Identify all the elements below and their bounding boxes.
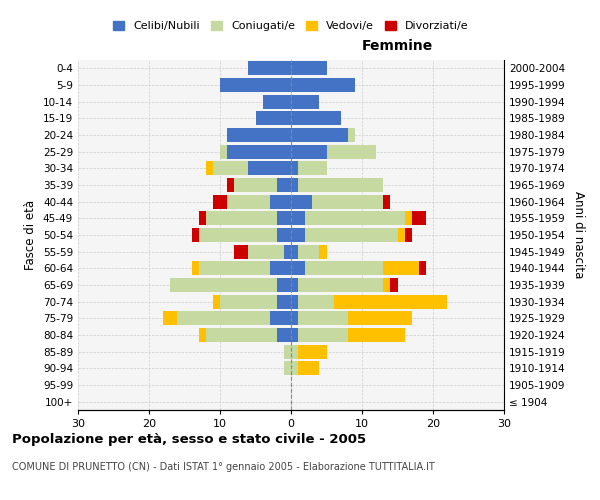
Bar: [206, 328, 277, 342]
Bar: [227, 194, 270, 209]
Bar: [291, 78, 355, 92]
Bar: [291, 244, 298, 259]
Bar: [291, 112, 341, 126]
Bar: [319, 244, 326, 259]
Bar: [291, 261, 305, 276]
Bar: [298, 311, 348, 326]
Bar: [412, 211, 426, 226]
Bar: [291, 194, 313, 209]
Bar: [199, 211, 206, 226]
Bar: [298, 178, 383, 192]
Bar: [305, 228, 398, 242]
Legend: Celibi/Nubili, Coniugati/e, Vedovi/e, Divorziati/e: Celibi/Nubili, Coniugati/e, Vedovi/e, Di…: [109, 16, 473, 36]
Bar: [213, 161, 248, 176]
Bar: [291, 294, 298, 308]
Bar: [284, 244, 291, 259]
Bar: [291, 311, 298, 326]
Bar: [291, 228, 305, 242]
Bar: [298, 161, 326, 176]
Bar: [234, 178, 277, 192]
Bar: [398, 228, 404, 242]
Bar: [284, 344, 291, 358]
Bar: [220, 144, 227, 159]
Bar: [227, 144, 291, 159]
Bar: [248, 161, 291, 176]
Bar: [404, 211, 412, 226]
Bar: [291, 94, 319, 109]
Bar: [291, 178, 298, 192]
Bar: [291, 344, 298, 358]
Bar: [291, 278, 298, 292]
Bar: [227, 128, 291, 142]
Bar: [313, 194, 383, 209]
Bar: [277, 178, 291, 192]
Y-axis label: Fasce di età: Fasce di età: [25, 200, 37, 270]
Bar: [298, 294, 334, 308]
Y-axis label: Anni di nascita: Anni di nascita: [572, 192, 585, 278]
Bar: [298, 244, 319, 259]
Text: Femmine: Femmine: [362, 39, 433, 53]
Bar: [170, 278, 277, 292]
Bar: [419, 261, 426, 276]
Bar: [291, 61, 326, 76]
Bar: [213, 294, 220, 308]
Bar: [248, 244, 284, 259]
Bar: [206, 161, 213, 176]
Bar: [334, 294, 447, 308]
Bar: [234, 244, 248, 259]
Bar: [298, 344, 326, 358]
Bar: [213, 194, 227, 209]
Bar: [191, 261, 199, 276]
Bar: [383, 194, 391, 209]
Bar: [298, 278, 383, 292]
Bar: [404, 228, 412, 242]
Bar: [291, 328, 298, 342]
Bar: [270, 261, 291, 276]
Bar: [220, 294, 277, 308]
Bar: [277, 278, 291, 292]
Bar: [284, 361, 291, 376]
Bar: [277, 294, 291, 308]
Bar: [348, 128, 355, 142]
Bar: [270, 194, 291, 209]
Bar: [199, 228, 277, 242]
Bar: [291, 128, 348, 142]
Text: Popolazione per età, sesso e stato civile - 2005: Popolazione per età, sesso e stato civil…: [12, 432, 366, 446]
Bar: [391, 278, 398, 292]
Bar: [199, 328, 206, 342]
Bar: [178, 311, 270, 326]
Bar: [248, 61, 291, 76]
Bar: [270, 311, 291, 326]
Bar: [263, 94, 291, 109]
Bar: [220, 78, 291, 92]
Bar: [277, 211, 291, 226]
Bar: [277, 228, 291, 242]
Bar: [291, 211, 305, 226]
Bar: [348, 311, 412, 326]
Bar: [305, 211, 404, 226]
Bar: [256, 112, 291, 126]
Bar: [383, 261, 419, 276]
Text: COMUNE DI PRUNETTO (CN) - Dati ISTAT 1° gennaio 2005 - Elaborazione TUTTITALIA.I: COMUNE DI PRUNETTO (CN) - Dati ISTAT 1° …: [12, 462, 435, 472]
Bar: [277, 328, 291, 342]
Bar: [291, 161, 298, 176]
Bar: [305, 261, 383, 276]
Bar: [383, 278, 391, 292]
Bar: [298, 328, 348, 342]
Bar: [199, 261, 270, 276]
Bar: [298, 361, 319, 376]
Bar: [348, 328, 404, 342]
Bar: [206, 211, 277, 226]
Bar: [291, 144, 326, 159]
Bar: [326, 144, 376, 159]
Bar: [227, 178, 234, 192]
Bar: [191, 228, 199, 242]
Bar: [163, 311, 178, 326]
Bar: [291, 361, 298, 376]
